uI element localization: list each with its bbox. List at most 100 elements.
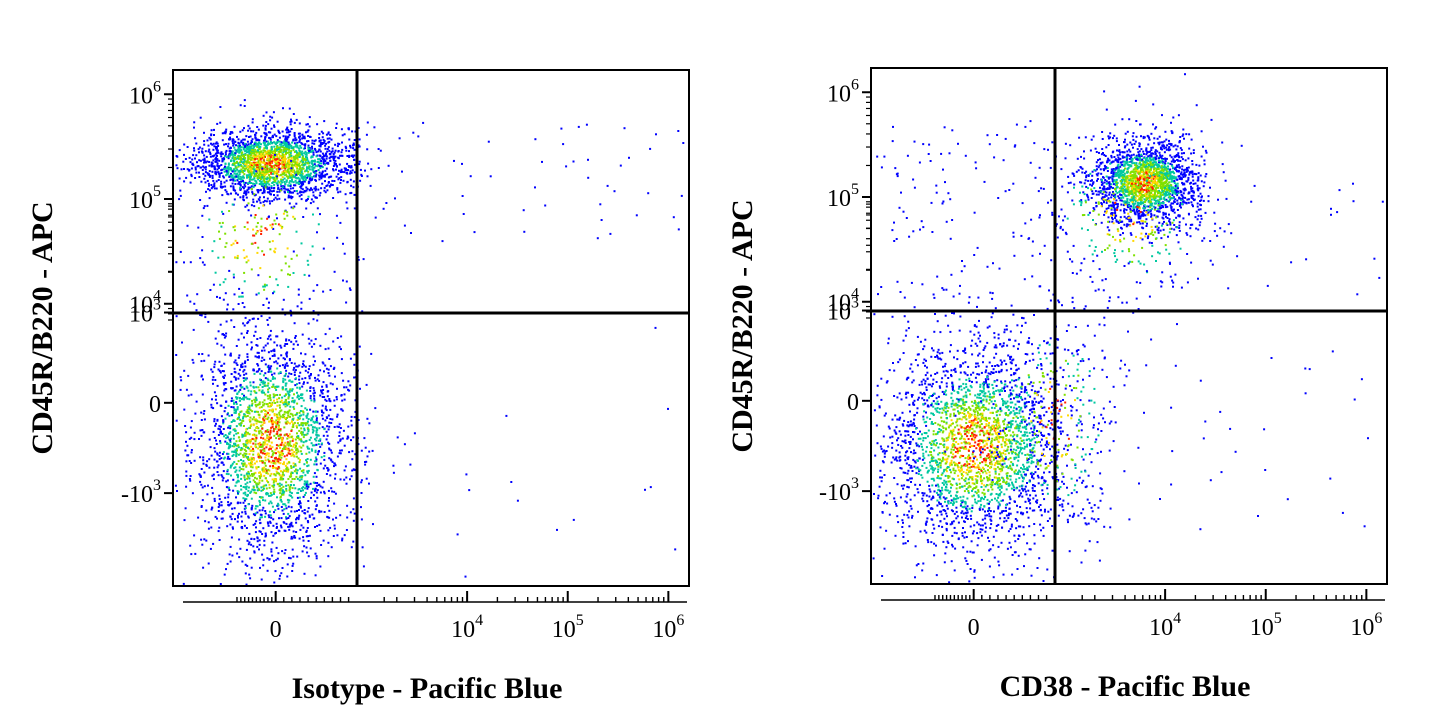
event-dot (295, 190, 298, 192)
event-dot (314, 185, 317, 188)
event-dot (246, 330, 249, 332)
event-dot (333, 465, 335, 468)
event-dot (247, 174, 250, 177)
event-dot (246, 140, 249, 143)
event-dot (352, 519, 355, 522)
event-dot (269, 162, 272, 165)
event-dot (296, 146, 299, 149)
event-dot (279, 393, 281, 396)
event-dot (300, 423, 303, 426)
event-dot (250, 188, 253, 190)
event-dot (301, 133, 304, 136)
event-dot (209, 151, 212, 154)
event-dot (283, 447, 286, 450)
event-dot (231, 157, 234, 160)
event-dot (287, 403, 290, 406)
event-dot (277, 466, 280, 468)
event-dot (341, 537, 344, 540)
event-dot (182, 160, 185, 163)
event-dot (250, 242, 253, 245)
event-dot (298, 500, 301, 503)
event-dot (244, 185, 247, 188)
event-dot (216, 295, 218, 298)
event-dot (298, 178, 301, 181)
event-dot (321, 385, 324, 388)
event-dot (247, 458, 249, 461)
event-dot (187, 374, 190, 377)
event-dot (317, 169, 320, 171)
event-dot (239, 170, 242, 173)
event-dot (234, 484, 237, 487)
event-dot (295, 165, 298, 168)
event-dot (252, 182, 254, 185)
event-dot (267, 370, 270, 373)
event-dot (276, 525, 278, 528)
event-dot (279, 344, 282, 347)
event-dot (211, 185, 214, 188)
event-dot (256, 489, 259, 492)
event-dot (263, 349, 266, 352)
event-dot (200, 483, 203, 486)
event-dot (315, 410, 317, 413)
event-dot (201, 249, 204, 252)
event-dot (202, 462, 205, 465)
event-dot (456, 533, 459, 536)
event-dot (286, 437, 289, 440)
event-dot (268, 191, 271, 194)
event-dot (231, 455, 234, 457)
event-dot (265, 413, 268, 416)
event-dot (233, 361, 236, 364)
event-dot (274, 422, 277, 425)
event-dot (316, 319, 319, 322)
event-dot (350, 165, 353, 168)
event-dot (286, 416, 288, 419)
event-dot (332, 340, 335, 343)
event-dot (262, 499, 264, 502)
event-dot (262, 418, 264, 421)
event-dot (246, 477, 249, 480)
event-dot (225, 400, 228, 403)
event-dot (224, 132, 227, 135)
event-dot (341, 399, 344, 402)
event-dot (280, 526, 283, 529)
event-dot (289, 494, 292, 497)
event-dot (232, 308, 235, 311)
event-dot (180, 168, 183, 171)
event-dot (215, 148, 218, 151)
event-dot (238, 148, 241, 151)
event-dot (319, 150, 322, 153)
event-dot (237, 372, 240, 375)
event-dot (310, 399, 313, 402)
event-dot (261, 176, 264, 179)
event-dot (289, 405, 292, 408)
event-dot (238, 142, 241, 145)
event-dot (320, 456, 323, 459)
event-dot (242, 322, 245, 325)
event-dot (264, 227, 267, 230)
event-dot (349, 289, 352, 291)
event-dot (292, 424, 295, 427)
event-dot (276, 404, 279, 407)
event-dot (331, 490, 334, 493)
event-dot (308, 342, 311, 345)
event-dot (240, 410, 243, 413)
event-dot (245, 548, 248, 551)
event-dot (206, 460, 209, 463)
event-dot (285, 173, 288, 176)
event-dot (253, 489, 256, 491)
event-dot (349, 478, 351, 481)
event-dot (202, 566, 205, 569)
event-dot (230, 474, 232, 477)
event-dot (334, 473, 337, 476)
event-dot (214, 157, 217, 160)
event-dot (175, 419, 178, 422)
event-dot (249, 176, 252, 179)
event-dot (353, 468, 356, 471)
event-dot (224, 278, 227, 281)
event-dot (279, 492, 282, 495)
event-dot (282, 186, 284, 188)
event-dot (254, 440, 257, 443)
event-dot (290, 373, 293, 375)
event-dot (313, 394, 316, 397)
event-dot (280, 500, 283, 503)
